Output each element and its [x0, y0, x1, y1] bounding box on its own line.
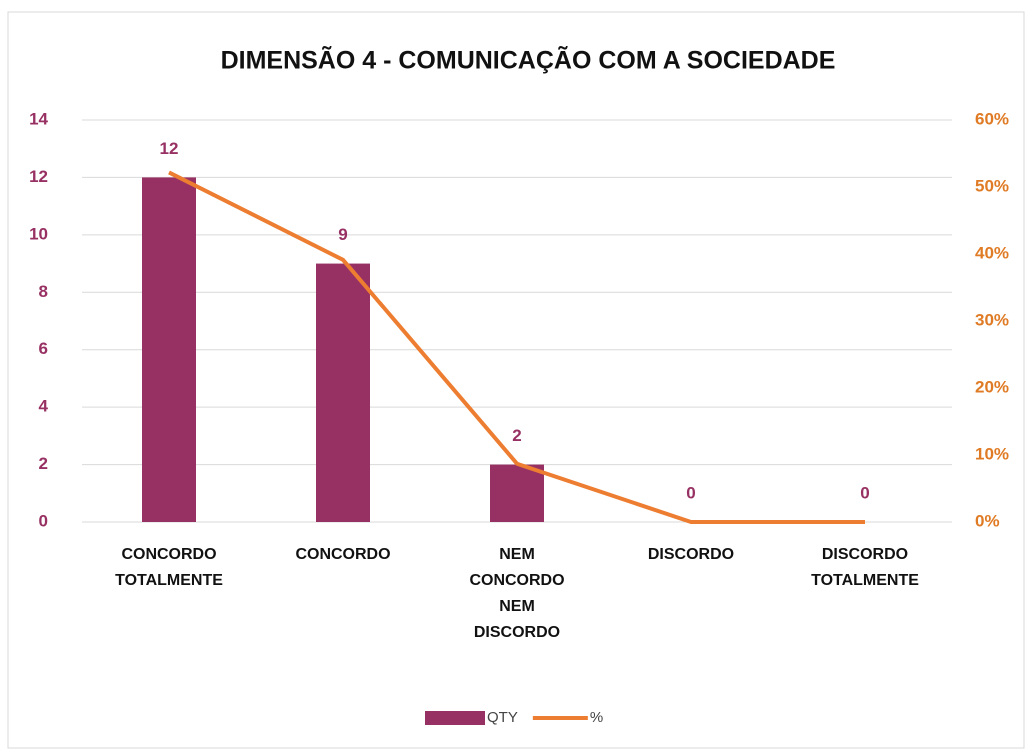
legend-swatch [425, 711, 485, 725]
bar [142, 177, 196, 522]
data-label: 2 [512, 426, 521, 445]
y2-tick-label: 60% [975, 109, 1009, 128]
x-tick-label: DISCORDO TOTALMENTE [811, 546, 919, 589]
y2-tick-label: 10% [975, 444, 1009, 463]
bar [490, 464, 544, 522]
y-tick-label: 2 [39, 454, 48, 473]
x-tick-label: NEM CONCORDO NEM DISCORDO [469, 546, 565, 641]
y-tick-label: 4 [39, 397, 49, 416]
chart-title: DIMENSÃO 4 - COMUNICAÇÃO COM A SOCIEDADE [221, 45, 836, 75]
legend-label: QTY [487, 709, 518, 726]
data-label: 0 [686, 483, 695, 502]
y2-tick-label: 30% [975, 310, 1009, 329]
y-tick-label: 0 [39, 511, 48, 530]
y-tick-label: 10 [29, 224, 48, 243]
y-tick-label: 14 [29, 109, 48, 128]
bar [316, 263, 370, 522]
data-label: 9 [338, 225, 347, 244]
x-tick-label: CONCORDO TOTALMENTE [115, 546, 223, 589]
x-tick-label: DISCORDO [647, 546, 735, 563]
y2-tick-label: 0% [975, 511, 1000, 530]
y-tick-label: 6 [39, 339, 48, 358]
y2-tick-label: 20% [975, 377, 1009, 396]
legend-label: % [590, 709, 603, 726]
x-tick-label: CONCORDO [295, 546, 391, 563]
line [168, 170, 865, 524]
y2-tick-label: 40% [975, 243, 1009, 262]
data-label: 0 [860, 483, 869, 502]
data-label: 12 [160, 139, 179, 158]
y-tick-label: 8 [39, 282, 48, 301]
y-tick-label: 12 [29, 167, 48, 186]
y2-tick-label: 50% [975, 176, 1009, 195]
